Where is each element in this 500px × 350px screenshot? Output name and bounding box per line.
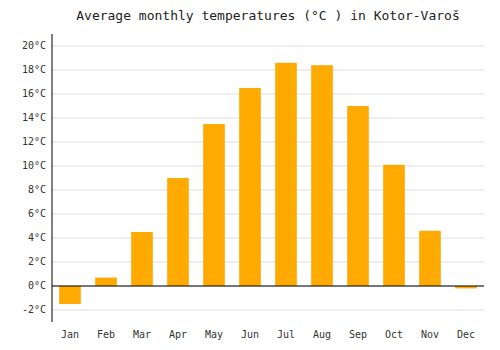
x-tick-label: Aug	[313, 329, 331, 340]
y-tick-label: 16°C	[22, 88, 46, 99]
y-tick-label: 20°C	[22, 40, 46, 51]
bars	[59, 63, 477, 304]
y-axis-line	[52, 34, 53, 322]
x-tick-label: Nov	[421, 329, 439, 340]
grid-line	[52, 94, 484, 95]
bar	[59, 286, 81, 304]
grid	[52, 46, 484, 310]
bar	[275, 63, 297, 286]
x-tick-label: Feb	[97, 329, 115, 340]
y-tick-label: 12°C	[22, 136, 46, 147]
bar	[95, 278, 117, 286]
bar	[203, 124, 225, 286]
x-tick-label: Jul	[277, 329, 295, 340]
bar	[419, 231, 441, 286]
chart: Average monthly temperatures (°C ) in Ko…	[0, 0, 500, 350]
grid-line	[52, 118, 484, 119]
x-tick-label: Dec	[457, 329, 475, 340]
bar	[311, 65, 333, 286]
bar	[131, 232, 153, 286]
x-tick-label: Apr	[169, 329, 187, 340]
y-tick-label: 8°C	[28, 184, 46, 195]
bar	[239, 88, 261, 286]
y-tick-label: 10°C	[22, 160, 46, 171]
y-tick-label: 14°C	[22, 112, 46, 123]
grid-line	[52, 310, 484, 311]
title: Average monthly temperatures (°C ) in Ko…	[76, 8, 460, 23]
y-axis-ticks: -2°C 0°C 2°C 4°C 6°C 8°C 10°C 12°C 14°C 16°C 18°C 2…	[22, 40, 46, 315]
y-tick-label: 4°C	[28, 232, 46, 243]
zero-line	[52, 285, 484, 286]
chart-container: Average monthly temperatures (°C ) in Ko…	[0, 0, 500, 350]
grid-line	[52, 70, 484, 71]
y-tick-label: 2°C	[28, 256, 46, 267]
x-axis-ticks: Jan Feb Mar Apr May Jun Jul Aug Sep Oct Nov Dec	[61, 329, 475, 340]
x-tick-label: May	[205, 329, 223, 340]
bar	[347, 106, 369, 286]
x-tick-label: Oct	[385, 329, 403, 340]
grid-line	[52, 214, 484, 215]
grid-line	[52, 286, 484, 287]
x-tick-label: Jun	[241, 329, 259, 340]
x-tick-label: Sep	[349, 329, 367, 340]
grid-line	[52, 46, 484, 47]
y-tick-label: -2°C	[22, 304, 46, 315]
y-tick-label: 6°C	[28, 208, 46, 219]
x-tick-label: Jan	[61, 329, 79, 340]
bar	[383, 165, 405, 286]
grid-line	[52, 166, 484, 167]
bar	[167, 178, 189, 286]
y-tick-label: 0°C	[28, 280, 46, 291]
grid-line	[52, 142, 484, 143]
x-tick-label: Mar	[133, 329, 151, 340]
grid-line	[52, 190, 484, 191]
y-tick-label: 18°C	[22, 64, 46, 75]
